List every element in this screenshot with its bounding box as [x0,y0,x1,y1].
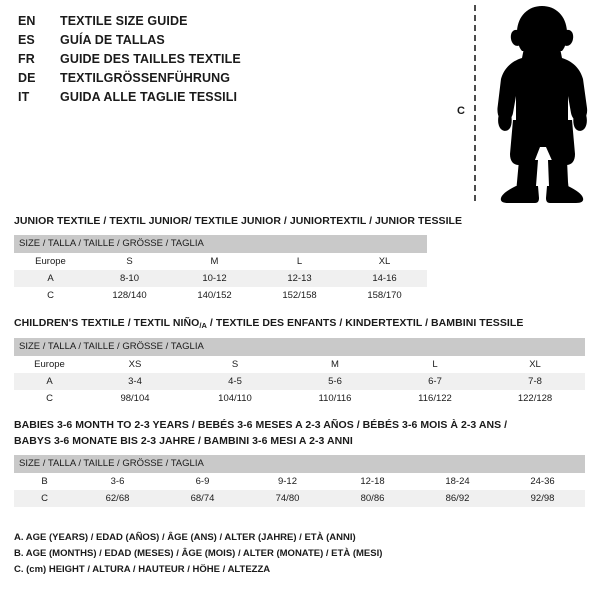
cell: 116/122 [385,390,485,407]
measurement-legend: A. AGE (YEARS) / EDAD (AÑOS) / ÂGE (ANS)… [14,530,382,578]
language-code: FR [18,52,35,66]
size-bar-label: SIZE / TALLA / TAILLE / GRÖSSE / TAGLIA [14,338,586,356]
junior-size-table: SIZE / TALLA / TAILLE / GRÖSSE / TAGLIA … [14,235,428,304]
cell: S [185,356,285,373]
cell: 7-8 [485,373,586,390]
cell: 158/170 [342,287,428,304]
language-title: GUIDA ALLE TAGLIE TESSILI [60,90,238,104]
section-babies-textile: BABIES 3-6 MONTH TO 2-3 YEARS / BEBÉS 3-… [14,418,586,507]
cell: 152/158 [257,287,342,304]
cell: 92/98 [500,490,586,507]
language-title: TEXTILGRÖSSENFÜHRUNG [60,71,231,85]
row-label: A [14,373,85,390]
table-header-bar: SIZE / TALLA / TAILLE / GRÖSSE / TAGLIA [14,455,586,473]
cell: 14-16 [342,270,428,287]
size-bar-label: SIZE / TALLA / TAILLE / GRÖSSE / TAGLIA [14,455,586,473]
cell: 4-5 [185,373,285,390]
size-bar-label: SIZE / TALLA / TAILLE / GRÖSSE / TAGLIA [14,235,428,253]
table-header-bar: SIZE / TALLA / TAILLE / GRÖSSE / TAGLIA [14,235,428,253]
cell: 24-36 [500,473,586,490]
language-row: ES GUÍA DE TALLAS [18,33,348,52]
cell: 12-18 [330,473,415,490]
language-title: TEXTILE SIZE GUIDE [60,14,188,28]
cell: 80/86 [330,490,415,507]
cell: 6-9 [160,473,245,490]
language-title: GUIDE DES TAILLES TEXTILE [60,52,241,66]
section-heading-line-1: BABIES 3-6 MONTH TO 2-3 YEARS / BEBÉS 3-… [14,419,508,431]
section-heading: JUNIOR TEXTILE / TEXTIL JUNIOR/ TEXTILE … [14,215,463,227]
language-title: GUÍA DE TALLAS [60,33,165,47]
cell: 122/128 [485,390,586,407]
table-row: C 62/68 68/74 74/80 80/86 86/92 92/98 [14,490,586,507]
cell: S [87,253,172,270]
row-label: B [14,473,75,490]
cell: 8-10 [87,270,172,287]
cell: XL [342,253,428,270]
table-header-bar: SIZE / TALLA / TAILLE / GRÖSSE / TAGLIA [14,338,586,356]
table-row: A 8-10 10-12 12-13 14-16 [14,270,428,287]
language-header: EN TEXTILE SIZE GUIDE ES GUÍA DE TALLAS … [18,14,348,109]
section-childrens-textile: CHILDREN'S TEXTILE / TEXTIL NIÑO/A / TEX… [14,316,586,407]
cell: 86/92 [415,490,500,507]
table-row: A 3-4 4-5 5-6 6-7 7-8 [14,373,586,390]
cell: 3-4 [85,373,185,390]
cell: 3-6 [75,473,160,490]
language-row: IT GUIDA ALLE TAGLIE TESSILI [18,90,348,109]
row-label: Europe [14,253,87,270]
section-heading-line-2: BABYS 3-6 MONATE BIS 2-3 JAHRE / BAMBINI… [14,435,353,447]
cell: L [385,356,485,373]
row-label: A [14,270,87,287]
cell: 9-12 [245,473,330,490]
cell: XS [85,356,185,373]
language-code: EN [18,14,36,28]
row-label: C [14,490,75,507]
cell: 140/152 [172,287,257,304]
cell: 128/140 [87,287,172,304]
language-code: IT [18,90,30,104]
section-junior-textile: JUNIOR TEXTILE / TEXTIL JUNIOR/ TEXTILE … [14,214,462,304]
table-row: C 128/140 140/152 152/158 158/170 [14,287,428,304]
cell: 12-13 [257,270,342,287]
height-axis-label: C [457,105,465,117]
cell: 18-24 [415,473,500,490]
cell: 62/68 [75,490,160,507]
table-row: B 3-6 6-9 9-12 12-18 18-24 24-36 [14,473,586,490]
cell: 5-6 [285,373,385,390]
toddler-silhouette-icon [497,6,588,203]
row-label: C [14,287,87,304]
language-row: FR GUIDE DES TAILLES TEXTILE [18,52,348,71]
cell: 6-7 [385,373,485,390]
babies-size-table: SIZE / TALLA / TAILLE / GRÖSSE / TAGLIA … [14,455,586,507]
cell: M [285,356,385,373]
legend-line-b: B. AGE (MONTHS) / EDAD (MESES) / ÂGE (MO… [14,548,383,559]
height-axis-dashed-line [474,5,476,201]
legend-line-a: A. AGE (YEARS) / EDAD (AÑOS) / ÂGE (ANS)… [14,532,356,543]
cell: 110/116 [285,390,385,407]
section-heading-subscript: /A [199,320,207,330]
language-row: EN TEXTILE SIZE GUIDE [18,14,348,33]
section-heading-post: / TEXTILE DES ENFANTS / KINDERTEXTIL / B… [206,317,524,329]
cell: XL [485,356,586,373]
row-label: Europe [14,356,85,373]
height-figure: C [452,0,600,212]
table-row: Europe S M L XL [14,253,428,270]
row-label: C [14,390,85,407]
language-row: DE TEXTILGRÖSSENFÜHRUNG [18,71,348,90]
section-heading-pre: CHILDREN'S TEXTILE / TEXTIL NIÑO [14,317,200,329]
cell: 10-12 [172,270,257,287]
legend-line-c: C. (cm) HEIGHT / ALTURA / HAUTEUR / HÖHE… [14,564,271,575]
table-row: C 98/104 104/110 110/116 116/122 122/128 [14,390,586,407]
cell: M [172,253,257,270]
section-heading: CHILDREN'S TEXTILE / TEXTIL NIÑO/A / TEX… [14,316,585,331]
cell: 68/74 [160,490,245,507]
children-size-table: SIZE / TALLA / TAILLE / GRÖSSE / TAGLIA … [14,338,586,407]
cell: 104/110 [185,390,285,407]
cell: 74/80 [245,490,330,507]
language-code: ES [18,33,35,47]
cell: L [257,253,342,270]
cell: 98/104 [85,390,185,407]
language-code: DE [18,71,36,85]
table-row: Europe XS S M L XL [14,356,586,373]
